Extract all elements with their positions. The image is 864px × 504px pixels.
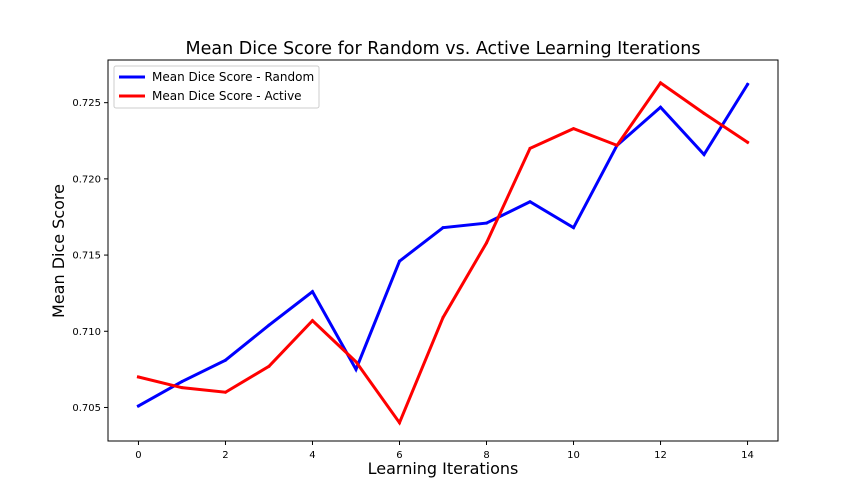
legend-label-active: Mean Dice Score - Active <box>152 89 302 103</box>
data-point-active <box>354 360 358 364</box>
y-tick-label: 0.725 <box>72 98 101 109</box>
data-point-random <box>267 323 271 327</box>
chart-title: Mean Dice Score for Random vs. Active Le… <box>186 39 701 59</box>
legend-box <box>113 65 320 109</box>
y-tick-label: 0.705 <box>72 403 101 414</box>
data-point-active <box>397 421 401 425</box>
data-point-active <box>310 319 314 323</box>
data-point-active <box>528 146 532 150</box>
x-tick-label: 6 <box>396 450 402 461</box>
data-point-random <box>223 358 227 362</box>
x-tick-label: 12 <box>654 450 667 461</box>
data-point-active <box>180 386 184 390</box>
series-layer <box>136 80 750 426</box>
ticks-layer: 0 2 4 6 8 10 12 14 0.705 0.710 0.715 0.720 0.725 <box>72 98 754 461</box>
x-tick-label: 10 <box>567 450 580 461</box>
data-point-active <box>441 316 445 320</box>
data-point-active <box>659 81 663 85</box>
data-point-random <box>659 105 663 109</box>
plot-frame <box>107 59 779 442</box>
data-point-active <box>746 140 750 144</box>
data-point-active <box>485 241 489 245</box>
data-point-random <box>441 226 445 230</box>
data-point-active <box>136 375 140 379</box>
y-tick-label: 0.710 <box>72 327 101 338</box>
x-tick-label: 4 <box>309 450 315 461</box>
x-tick-label: 2 <box>222 450 228 461</box>
x-tick-label: 0 <box>135 450 141 461</box>
data-point-random <box>310 290 314 294</box>
data-point-active <box>267 364 271 368</box>
data-point-random <box>485 221 489 225</box>
data-point-random <box>746 82 750 86</box>
x-axis-label: Learning Iterations <box>368 459 519 478</box>
data-point-random <box>702 152 706 156</box>
data-point-random <box>136 404 140 408</box>
data-point-active <box>615 143 619 147</box>
y-tick-label: 0.720 <box>72 174 101 185</box>
legend: Mean Dice Score - Random Mean Dice Score… <box>113 65 320 109</box>
data-point-active <box>223 390 227 394</box>
data-point-random <box>354 367 358 371</box>
data-point-random <box>397 259 401 263</box>
x-tick-label: 14 <box>741 450 754 461</box>
legend-label-random: Mean Dice Score - Random <box>152 70 314 84</box>
y-axis-label: Mean Dice Score <box>49 184 68 318</box>
y-tick-label: 0.715 <box>72 251 101 262</box>
data-point-random <box>572 226 576 230</box>
data-point-active <box>702 111 706 115</box>
x-tick-label: 8 <box>483 450 489 461</box>
data-point-active <box>572 127 576 131</box>
data-point-random <box>528 200 532 204</box>
data-point-random <box>180 380 184 384</box>
